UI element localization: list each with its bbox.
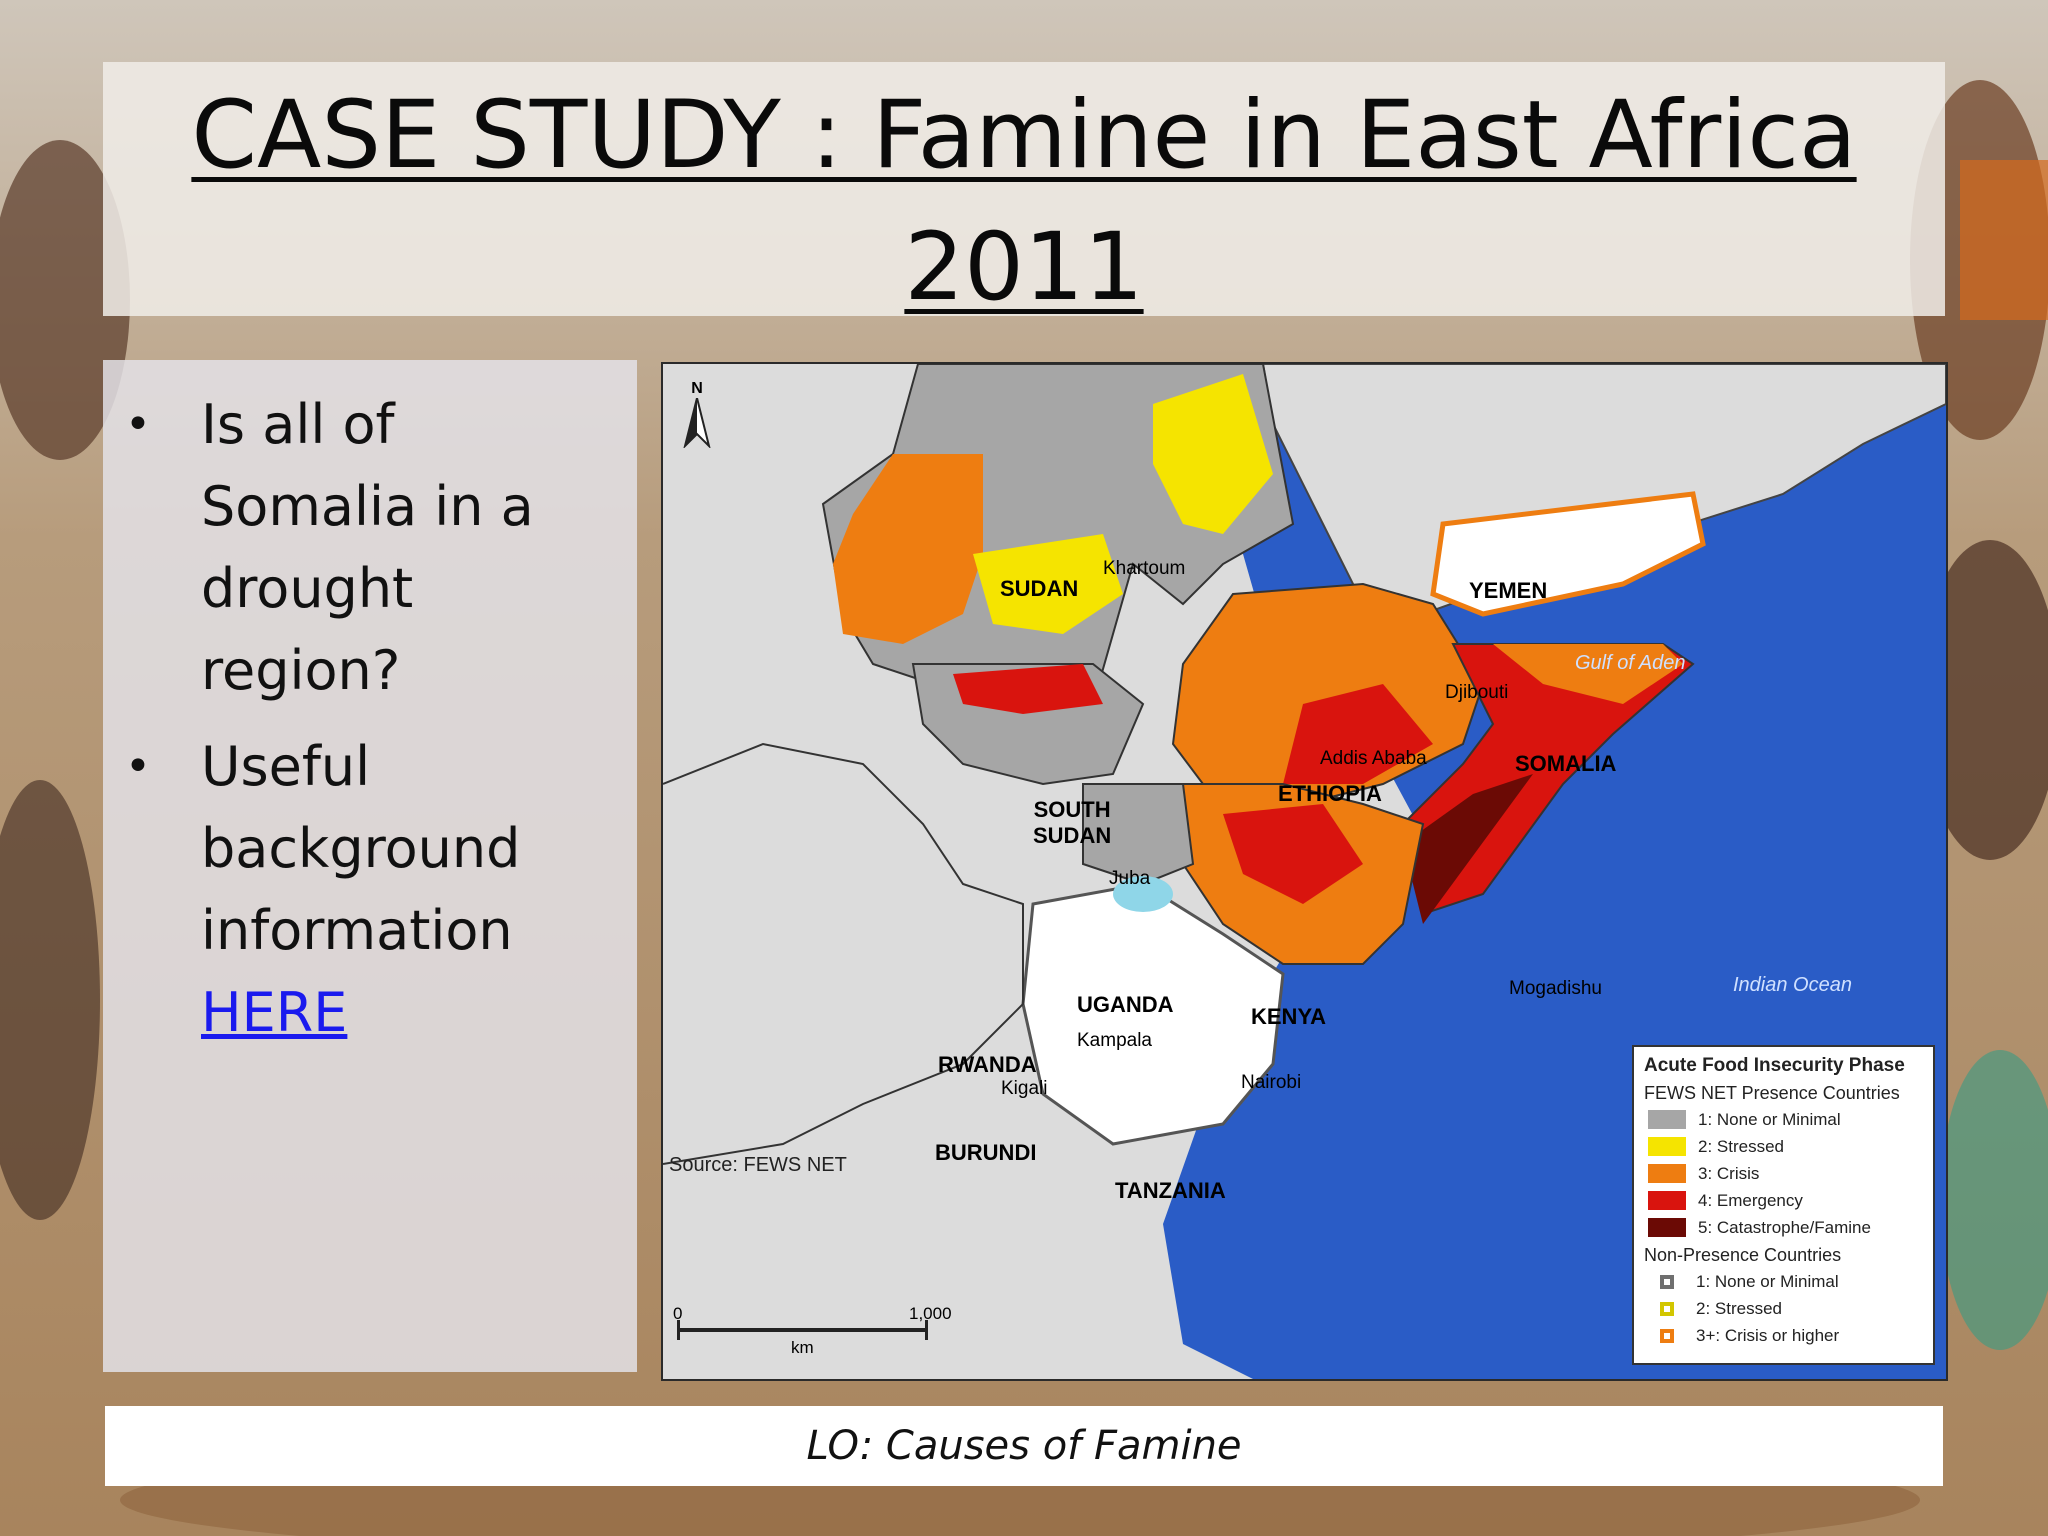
bullet-dot-icon: • [125, 399, 151, 450]
legend-item: 3: Crisis [1644, 1160, 1923, 1187]
bullet-panel: • Is all of Somalia in a drought region?… [103, 360, 637, 1372]
bullet-dot-icon: • [125, 741, 151, 792]
legend-swatch [1648, 1218, 1686, 1237]
country-label-yemen: YEMEN [1469, 578, 1548, 603]
slide-title: CASE STUDY : Famine in East Africa 2011 [191, 81, 1857, 322]
map-legend: Acute Food Insecurity Phase FEWS NET Pre… [1632, 1045, 1935, 1365]
title-panel: CASE STUDY : Famine in East Africa 2011 [103, 62, 1945, 322]
water-label-indian-ocean: Indian Ocean [1733, 974, 1852, 996]
scale-end: 1,000 [909, 1304, 952, 1323]
country-label-rwanda: RWANDA [938, 1052, 1037, 1077]
scale-unit: km [791, 1338, 814, 1357]
city-label-addis-ababa: Addis Ababa [1320, 748, 1427, 769]
tanzania-shape [1021, 882, 1285, 1146]
city-label-djibouti: Djibouti [1445, 682, 1509, 703]
legend-label: 3: Crisis [1698, 1163, 1760, 1183]
legend-item: 5: Catastrophe/Famine [1644, 1214, 1923, 1241]
legend-presence-title: FEWS NET Presence Countries [1644, 1083, 1900, 1103]
city-label-kigali: Kigali [1001, 1078, 1048, 1099]
legend-label: 1: None or Minimal [1698, 1109, 1841, 1129]
famine-map: N SUDAN SOUTH SUDAN ETHIOPIA SOMALIA KEN… [661, 362, 1948, 1381]
footer-panel: LO: Causes of Famine [105, 1406, 1943, 1486]
legend-item: 1: None or Minimal [1644, 1106, 1923, 1133]
bullet-text: Is all of Somalia in a drought region? [201, 393, 534, 702]
country-label-kenya: KENYA [1251, 1004, 1326, 1029]
bullet-list: • Is all of Somalia in a drought region?… [103, 360, 637, 1054]
legend-swatch [1648, 1164, 1686, 1183]
yemen-shape [1430, 491, 1706, 617]
map-source: Source: FEWS NET [669, 1154, 847, 1176]
country-label-south-sudan: SOUTH SUDAN [1033, 797, 1111, 849]
country-label-burundi: BURUNDI [935, 1140, 1037, 1165]
legend-nonpresence-title: Non-Presence Countries [1644, 1245, 1842, 1265]
country-label-uganda: UGANDA [1077, 992, 1174, 1017]
legend-label: 3+: Crisis or higher [1696, 1325, 1840, 1345]
legend-title: Acute Food Insecurity Phase [1644, 1055, 1905, 1076]
legend-label: 1: None or Minimal [1696, 1271, 1839, 1291]
city-label-khartoum: Khartoum [1103, 558, 1186, 579]
legend-item: 2: Stressed [1644, 1133, 1923, 1160]
country-label-ethiopia: ETHIOPIA [1278, 781, 1382, 806]
legend-swatch [1660, 1328, 1674, 1343]
legend-label: 5: Catastrophe/Famine [1698, 1217, 1871, 1237]
bullet-text: Useful background information [201, 735, 521, 962]
north-arrow-icon: N [683, 380, 711, 450]
legend-swatch [1660, 1274, 1674, 1289]
uganda-shape [1082, 783, 1195, 886]
legend-label: 2: Stressed [1696, 1298, 1782, 1318]
scale-line [677, 1328, 927, 1332]
legend-item: 2: Stressed [1644, 1295, 1923, 1322]
city-label-juba: Juba [1109, 868, 1151, 889]
country-label-somalia: SOMALIA [1515, 751, 1617, 776]
legend-item: 1: None or Minimal [1644, 1268, 1923, 1295]
country-label-south-sudan-line1: SOUTH [1033, 797, 1111, 822]
scale-bar: 0 1,000 km [671, 1304, 952, 1364]
legend-swatch [1648, 1191, 1686, 1210]
legend-swatch [1660, 1301, 1674, 1316]
legend-swatch [1648, 1137, 1686, 1156]
country-label-sudan: SUDAN [1000, 576, 1079, 601]
north-arrow-letter: N [691, 380, 703, 397]
learning-objective: LO: Causes of Famine [806, 1423, 1242, 1469]
legend-swatch [1648, 1110, 1686, 1129]
scale-tick [677, 1320, 680, 1340]
city-label-nairobi: Nairobi [1241, 1072, 1302, 1093]
city-label-kampala: Kampala [1077, 1030, 1152, 1051]
legend-label: 4: Emergency [1698, 1190, 1803, 1210]
country-label-south-sudan-line2: SUDAN [1033, 823, 1112, 848]
bullet-item: • Is all of Somalia in a drought region? [103, 384, 627, 712]
here-link[interactable]: HERE [201, 981, 348, 1044]
north-arrow-shape [683, 398, 711, 448]
country-label-tanzania: TANZANIA [1115, 1178, 1226, 1203]
legend-presence-list: 1: None or Minimal 2: Stressed 3: Crisis 4:… [1644, 1106, 1923, 1241]
legend-nonpresence-list: 1: None or Minimal 2: Stressed 3+: Crisis … [1644, 1268, 1923, 1349]
legend-item: 3+: Crisis or higher [1644, 1322, 1923, 1349]
legend-label: 2: Stressed [1698, 1136, 1784, 1156]
scale-start: 0 [673, 1304, 683, 1323]
city-label-mogadishu: Mogadishu [1509, 978, 1602, 999]
legend-item: 4: Emergency [1644, 1187, 1923, 1214]
scale-tick [925, 1320, 928, 1340]
water-label-gulf-of-aden: Gulf of Aden [1575, 652, 1686, 674]
bullet-item: • Useful background information HERE [103, 726, 627, 1054]
